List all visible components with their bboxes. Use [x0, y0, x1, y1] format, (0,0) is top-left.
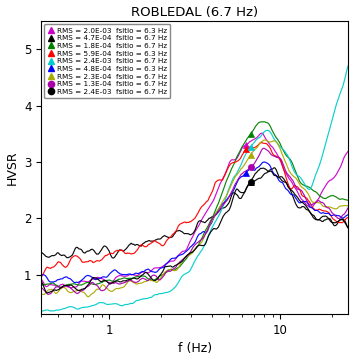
Legend: RMS = 2.0E-03  fsitio = 6.3 Hz, RMS = 4.7E-04  fsitio = 6.7 Hz, RMS = 1.8E-04  f: RMS = 2.0E-03 fsitio = 6.3 Hz, RMS = 4.7…: [44, 24, 170, 99]
Y-axis label: HVSR: HVSR: [6, 150, 18, 185]
Title: ROBLEDAL (6.7 Hz): ROBLEDAL (6.7 Hz): [131, 5, 258, 18]
X-axis label: f (Hz): f (Hz): [178, 343, 212, 356]
